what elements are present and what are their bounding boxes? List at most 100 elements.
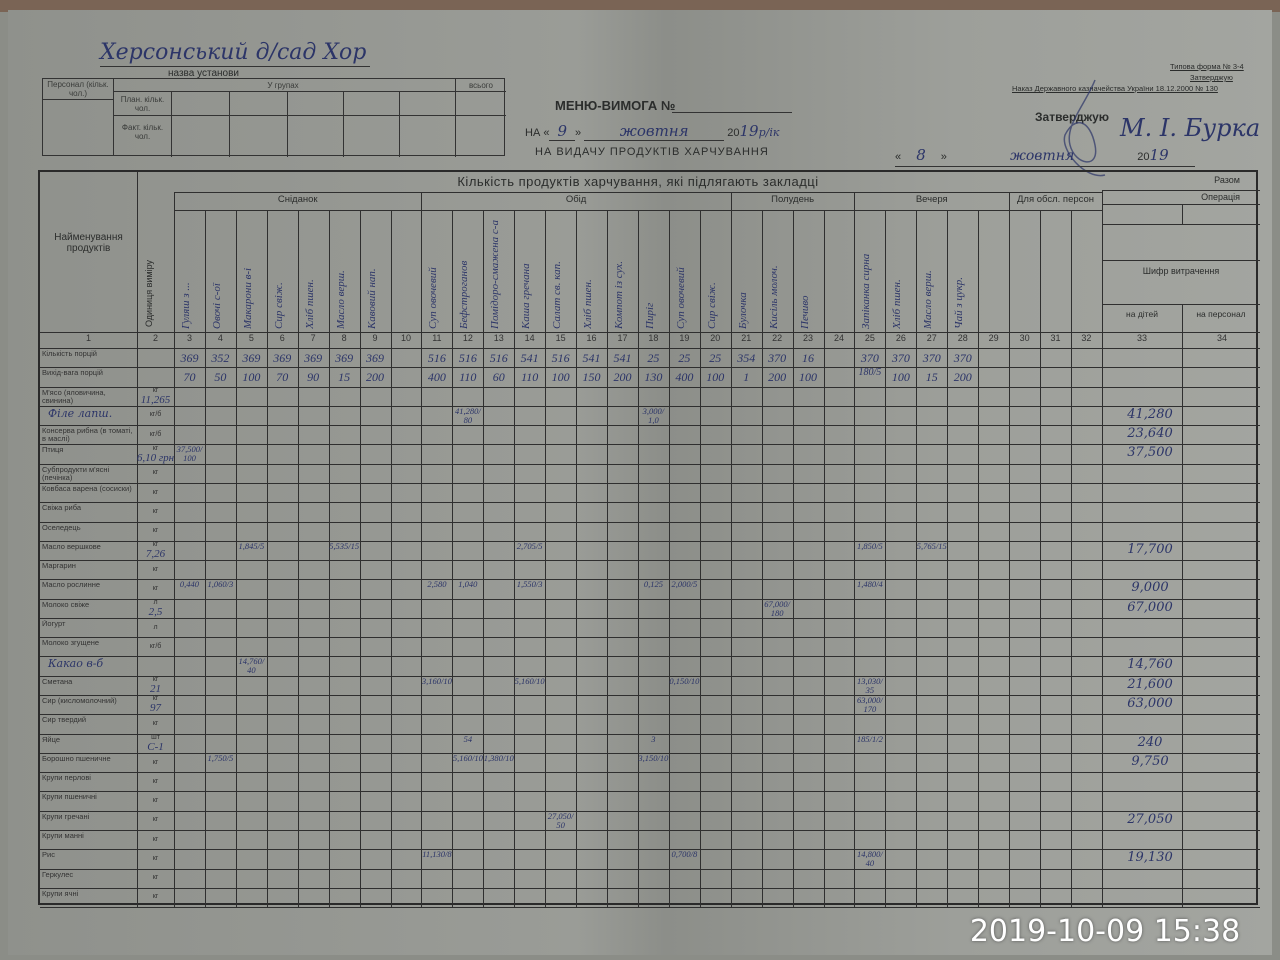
column-divider [545,210,547,907]
staff-label: на персонал [1196,309,1246,319]
dish-name: Чай з цукр. [953,276,966,329]
row-divider [40,733,1260,735]
portion-weight: 1 [743,370,750,385]
row-unit-cell: кг 7,26 [137,541,174,560]
cell-entry: 1,750/5 [207,752,234,763]
column-number: 16 [586,333,597,343]
cell-entry: 1,850/5 [857,540,883,551]
row-note: 21 [150,682,161,695]
dish-name: Гуляш з ... [180,282,192,329]
portion-weight: 200 [953,370,972,385]
row-divider [40,560,1260,562]
portion-weight: 400 [427,370,446,385]
row-divider [40,502,1260,504]
meal-header-0: Сніданок [277,194,318,205]
row-label: Масло рослинне [42,581,101,590]
portion-count: 370 [860,351,879,365]
right-header-divider [1102,304,1260,305]
portion-count: 516 [427,351,446,365]
row-unit: кг [152,777,159,785]
portion-count: 370 [922,351,941,365]
row-unit-cell: кг [137,502,174,521]
column-number: 30 [1019,333,1030,343]
cell-entry: 13,030/35 [857,675,883,695]
dish-name: Суп овочевий [674,267,687,329]
portion-weight: 100 [891,370,910,385]
column-number: 19 [679,333,690,343]
meal-header-3: Вечеря [915,194,948,205]
column-number: 18 [648,333,659,343]
dish-name: Хліб пшен. [891,279,904,329]
dish-name: Хліб пшен. [582,279,595,329]
right-operation-label: Операція [1201,192,1240,202]
cell-entry: 3,150/10 [638,752,669,763]
column-number: 34 [1216,333,1227,343]
column-divider [390,210,392,907]
total-label: всього [469,81,493,90]
dish-name: Суп овочевий [427,267,440,329]
column-divider [359,210,361,907]
date-year-prefix: 20 [727,127,740,139]
column-divider [1182,332,1183,907]
approve-date: « 8 » жовтня 2019 [895,146,1195,167]
row-label: Борошно пшеничне [42,754,111,763]
row-divider [40,540,1260,542]
column-divider [235,210,237,907]
cell-entry: 2,580 [427,579,447,590]
row-divider [40,656,1260,658]
row-unit-cell: кг [137,483,174,502]
row-unit: кг [152,854,159,862]
row-label: Молоко свіже [42,600,90,609]
row-divider [40,695,1260,697]
portion-weight: 110 [459,370,477,385]
row-note: 11,265 [140,393,171,406]
portion-count: 370 [891,351,910,365]
portion-weight: 150 [582,370,601,385]
row-total: 9,000 [1131,580,1169,596]
row-label: Крупи ячні [42,889,79,898]
header-divider [174,210,1102,211]
row-unit-cell: кг [137,888,174,907]
row-label: Крупи гречані [42,812,90,821]
row-unit: кг [152,893,159,901]
row-unit: кг [152,874,159,882]
row-unit: кг [152,540,159,548]
approve-year: 19 [1149,146,1169,164]
cell-entry: 5,765/15 [916,540,947,551]
row-total: 67,000 [1127,599,1173,615]
fact-label: Факт. кільк. чол. [121,123,164,141]
portion-weight: 100 [242,370,261,385]
cell-entry: 1,380/10 [483,752,514,763]
portion-weight: 200 [768,370,787,385]
row-label: Сметана [42,677,73,686]
cell-entry: 27,050/50 [547,810,574,830]
dish-name: Пиріг [643,302,656,329]
row-unit-cell: кг 11,265 [137,387,174,406]
row-label: Крупи перлові [42,774,91,783]
portion-count: 369 [273,351,292,365]
menu-subtitle: НА ВИДАЧУ ПРОДУКТІВ ХАРЧУВАННЯ [535,146,769,158]
row-unit-cell: кг [137,772,174,791]
cell-entry: 0,150/10 [669,675,700,686]
column-number: 5 [248,333,254,343]
row-label: Рис [42,851,55,860]
column-number: 10 [400,333,411,343]
row-label: Молоко згущене [42,639,100,648]
right-header-divider [1102,224,1260,225]
cell-entry: 3 [651,733,656,744]
column-divider [137,172,138,907]
column-divider [421,192,423,907]
row-unit: кг [152,469,159,477]
row-divider [40,482,1260,484]
row-unit: кг [152,816,159,824]
row-unit-cell: кг 97 [137,695,174,714]
row-divider [40,675,1260,677]
dish-name: Масло верш. [922,270,935,329]
column-divider [1009,192,1011,907]
cell-entry: 11,130/8 [422,849,452,860]
row-unit-cell: л 2,5 [137,599,174,618]
row-unit: кг [152,797,159,805]
column-divider [637,210,639,907]
dish-name: Овочі с-ої [210,283,223,329]
row-label: Вихід-вага порцій [42,369,103,378]
